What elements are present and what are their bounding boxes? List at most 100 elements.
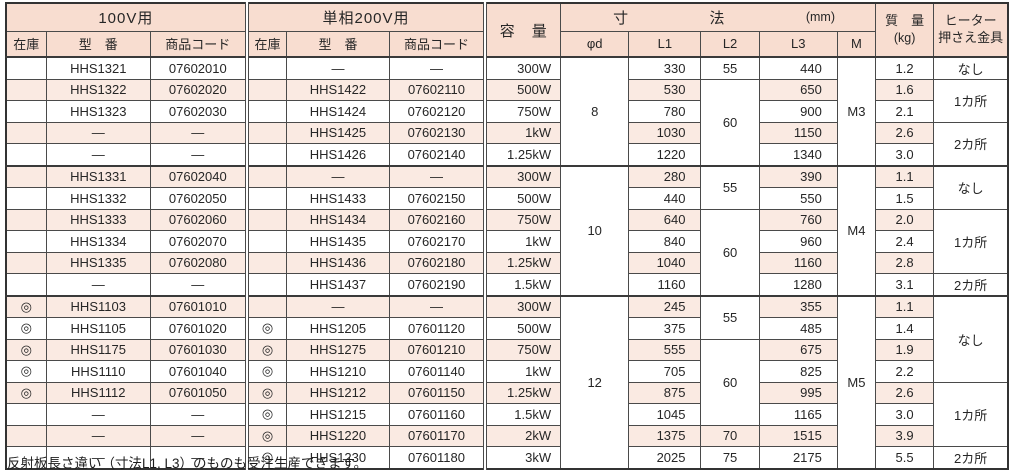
cell-dim-phid: 10	[560, 164, 630, 296]
cell-stock-100v	[5, 56, 47, 80]
table-row: HHS1332 07602050 HHS1433 07602150 500W 4…	[5, 187, 1008, 210]
cell-stock-100v: ◎	[5, 294, 47, 318]
cell-dim-l1: 530	[628, 78, 702, 101]
cell-model-100v: HHS1335	[45, 251, 151, 274]
cell-capacity: 750W	[483, 338, 562, 361]
header-100v: 100V用	[5, 2, 248, 32]
cell-code-200v: 07601210	[388, 338, 486, 361]
cell-model-100v: HHS1332	[45, 187, 151, 210]
cell-capacity: 300W	[483, 56, 562, 80]
cell-dim-l3: 995	[758, 381, 838, 404]
cell-code-100v: 07601010	[149, 294, 248, 318]
cell-dim-l2: 70	[700, 424, 760, 447]
header-model-200v: 型 番	[286, 30, 390, 58]
cell-dim-l3: 550	[758, 187, 838, 210]
cell-stock-200v: ◎	[244, 360, 288, 383]
cell-dim-l1: 1045	[628, 403, 702, 426]
cell-stock-100v	[5, 251, 47, 274]
cell-code-200v: 07602130	[388, 121, 486, 144]
header-row-columns: 在庫 型 番 商品コード 在庫 型 番 商品コード φd L1 L2 L3 M	[5, 30, 1008, 58]
cell-dim-l2: 75	[700, 446, 760, 469]
cell-stock-200v: ◎	[244, 338, 288, 361]
cell-dim-m: M3	[836, 56, 877, 166]
table-row: HHS1331 07602040 — — 300W 10 280 55 390 …	[5, 164, 1009, 296]
cell-model-100v: —	[45, 121, 151, 144]
cell-mass: 1.4	[875, 317, 935, 340]
cell-stock-100v	[5, 424, 47, 447]
cell-model-200v: —	[286, 56, 390, 80]
header-mass: 質 量 (kg)	[875, 2, 935, 58]
cell-mass: 1.6	[875, 78, 935, 101]
cell-capacity: 500W	[483, 78, 562, 101]
cell-code-200v: 07601180	[388, 446, 486, 469]
cell-capacity: 1.25kW	[483, 381, 562, 404]
cell-dim-l2: 60	[700, 78, 760, 166]
cell-model-100v: HHS1105	[45, 317, 151, 340]
cell-code-100v: 07602070	[149, 230, 248, 253]
cell-capacity: 500W	[483, 317, 562, 340]
table-row: ◎ HHS1175 07601030 ◎ HHS1275 07601210 75…	[5, 338, 1008, 426]
cell-dim-l1: 1040	[628, 251, 702, 274]
cell-dim-l1: 440	[628, 187, 702, 210]
cell-dim-m: M5	[836, 294, 877, 469]
cell-dim-l2: 55	[700, 164, 760, 210]
cell-dim-phid: 8	[560, 56, 630, 166]
cell-bracket: なし	[933, 164, 1009, 210]
cell-stock-100v	[5, 187, 47, 210]
cell-dim-l1: 1160	[628, 273, 702, 296]
cell-model-200v: HHS1230	[286, 446, 390, 469]
cell-dim-phid: 12	[560, 294, 630, 469]
cell-code-200v: 07602150	[388, 187, 486, 210]
cell-stock-200v: ◎	[244, 381, 288, 404]
cell-bracket: 1カ所	[933, 381, 1009, 447]
cell-stock-200v	[244, 143, 288, 166]
dim-unit: (mm)	[805, 10, 835, 25]
cell-stock-100v: ◎	[5, 360, 47, 383]
cell-dim-l1: 780	[628, 100, 702, 123]
cell-bracket: なし	[933, 294, 1009, 383]
cell-stock-200v	[244, 100, 288, 123]
cell-stock-100v	[5, 164, 47, 188]
cell-dim-l1: 1030	[628, 121, 702, 144]
header-code-100v: 商品コード	[149, 30, 248, 58]
cell-code-200v: 07602180	[388, 251, 486, 274]
table-row: HHS1335 07602080 HHS1436 07602180 1.25kW…	[5, 251, 1008, 274]
cell-stock-200v	[244, 187, 288, 210]
cell-code-100v: 07601020	[149, 317, 248, 340]
cell-mass: 5.5	[875, 446, 935, 469]
table-row: ◎ HHS1103 07601010 — — 300W 12 245 55 35…	[5, 294, 1009, 469]
cell-code-200v: —	[388, 294, 486, 318]
cell-mass: 3.9	[875, 424, 935, 447]
cell-dim-l3: 900	[758, 100, 838, 123]
header-stock-100v: 在庫	[5, 30, 47, 58]
dim-title-left: 寸	[613, 9, 630, 27]
bracket-title-line1: ヒーター	[944, 13, 997, 29]
cell-capacity: 1kW	[483, 121, 562, 144]
dim-title-right: 法	[709, 9, 726, 27]
cell-stock-100v	[5, 143, 47, 166]
cell-mass: 2.2	[875, 360, 935, 383]
cell-dim-l3: 440	[758, 56, 838, 80]
cell-model-200v: HHS1275	[286, 338, 390, 361]
header-dim-phid: φd	[560, 30, 630, 58]
cell-model-200v: HHS1215	[286, 403, 390, 426]
cell-bracket: 2カ所	[933, 446, 1009, 469]
cell-model-200v: —	[286, 164, 390, 188]
cell-stock-200v	[244, 164, 288, 188]
table-row: — — ◎ HHS1215 07601160 1.5kW 1045 1165 3…	[5, 403, 1008, 426]
header-row-groups: 100V用 単相200V用 容 量 寸 法 (mm) 質 量 (kg) ヒーター…	[5, 2, 1009, 58]
cell-dim-l1: 875	[628, 381, 702, 404]
cell-code-100v: 07602010	[149, 56, 248, 80]
cell-dim-l3: 1280	[758, 273, 838, 296]
cell-code-200v: 07601160	[388, 403, 486, 426]
cell-dim-l1: 640	[628, 208, 702, 231]
dimensions-title: 寸 法 (mm)	[562, 7, 875, 28]
cell-dim-l2: 55	[700, 294, 760, 340]
cell-bracket: 2カ所	[933, 273, 1009, 296]
header-dim-l1: L1	[628, 30, 702, 58]
cell-code-200v: 07602110	[388, 78, 486, 101]
header-bracket: ヒーター 押さえ金具	[933, 2, 1009, 58]
cell-bracket: 2カ所	[933, 121, 1009, 166]
cell-dim-l1: 330	[628, 56, 702, 80]
cell-model-100v: HHS1334	[45, 230, 151, 253]
